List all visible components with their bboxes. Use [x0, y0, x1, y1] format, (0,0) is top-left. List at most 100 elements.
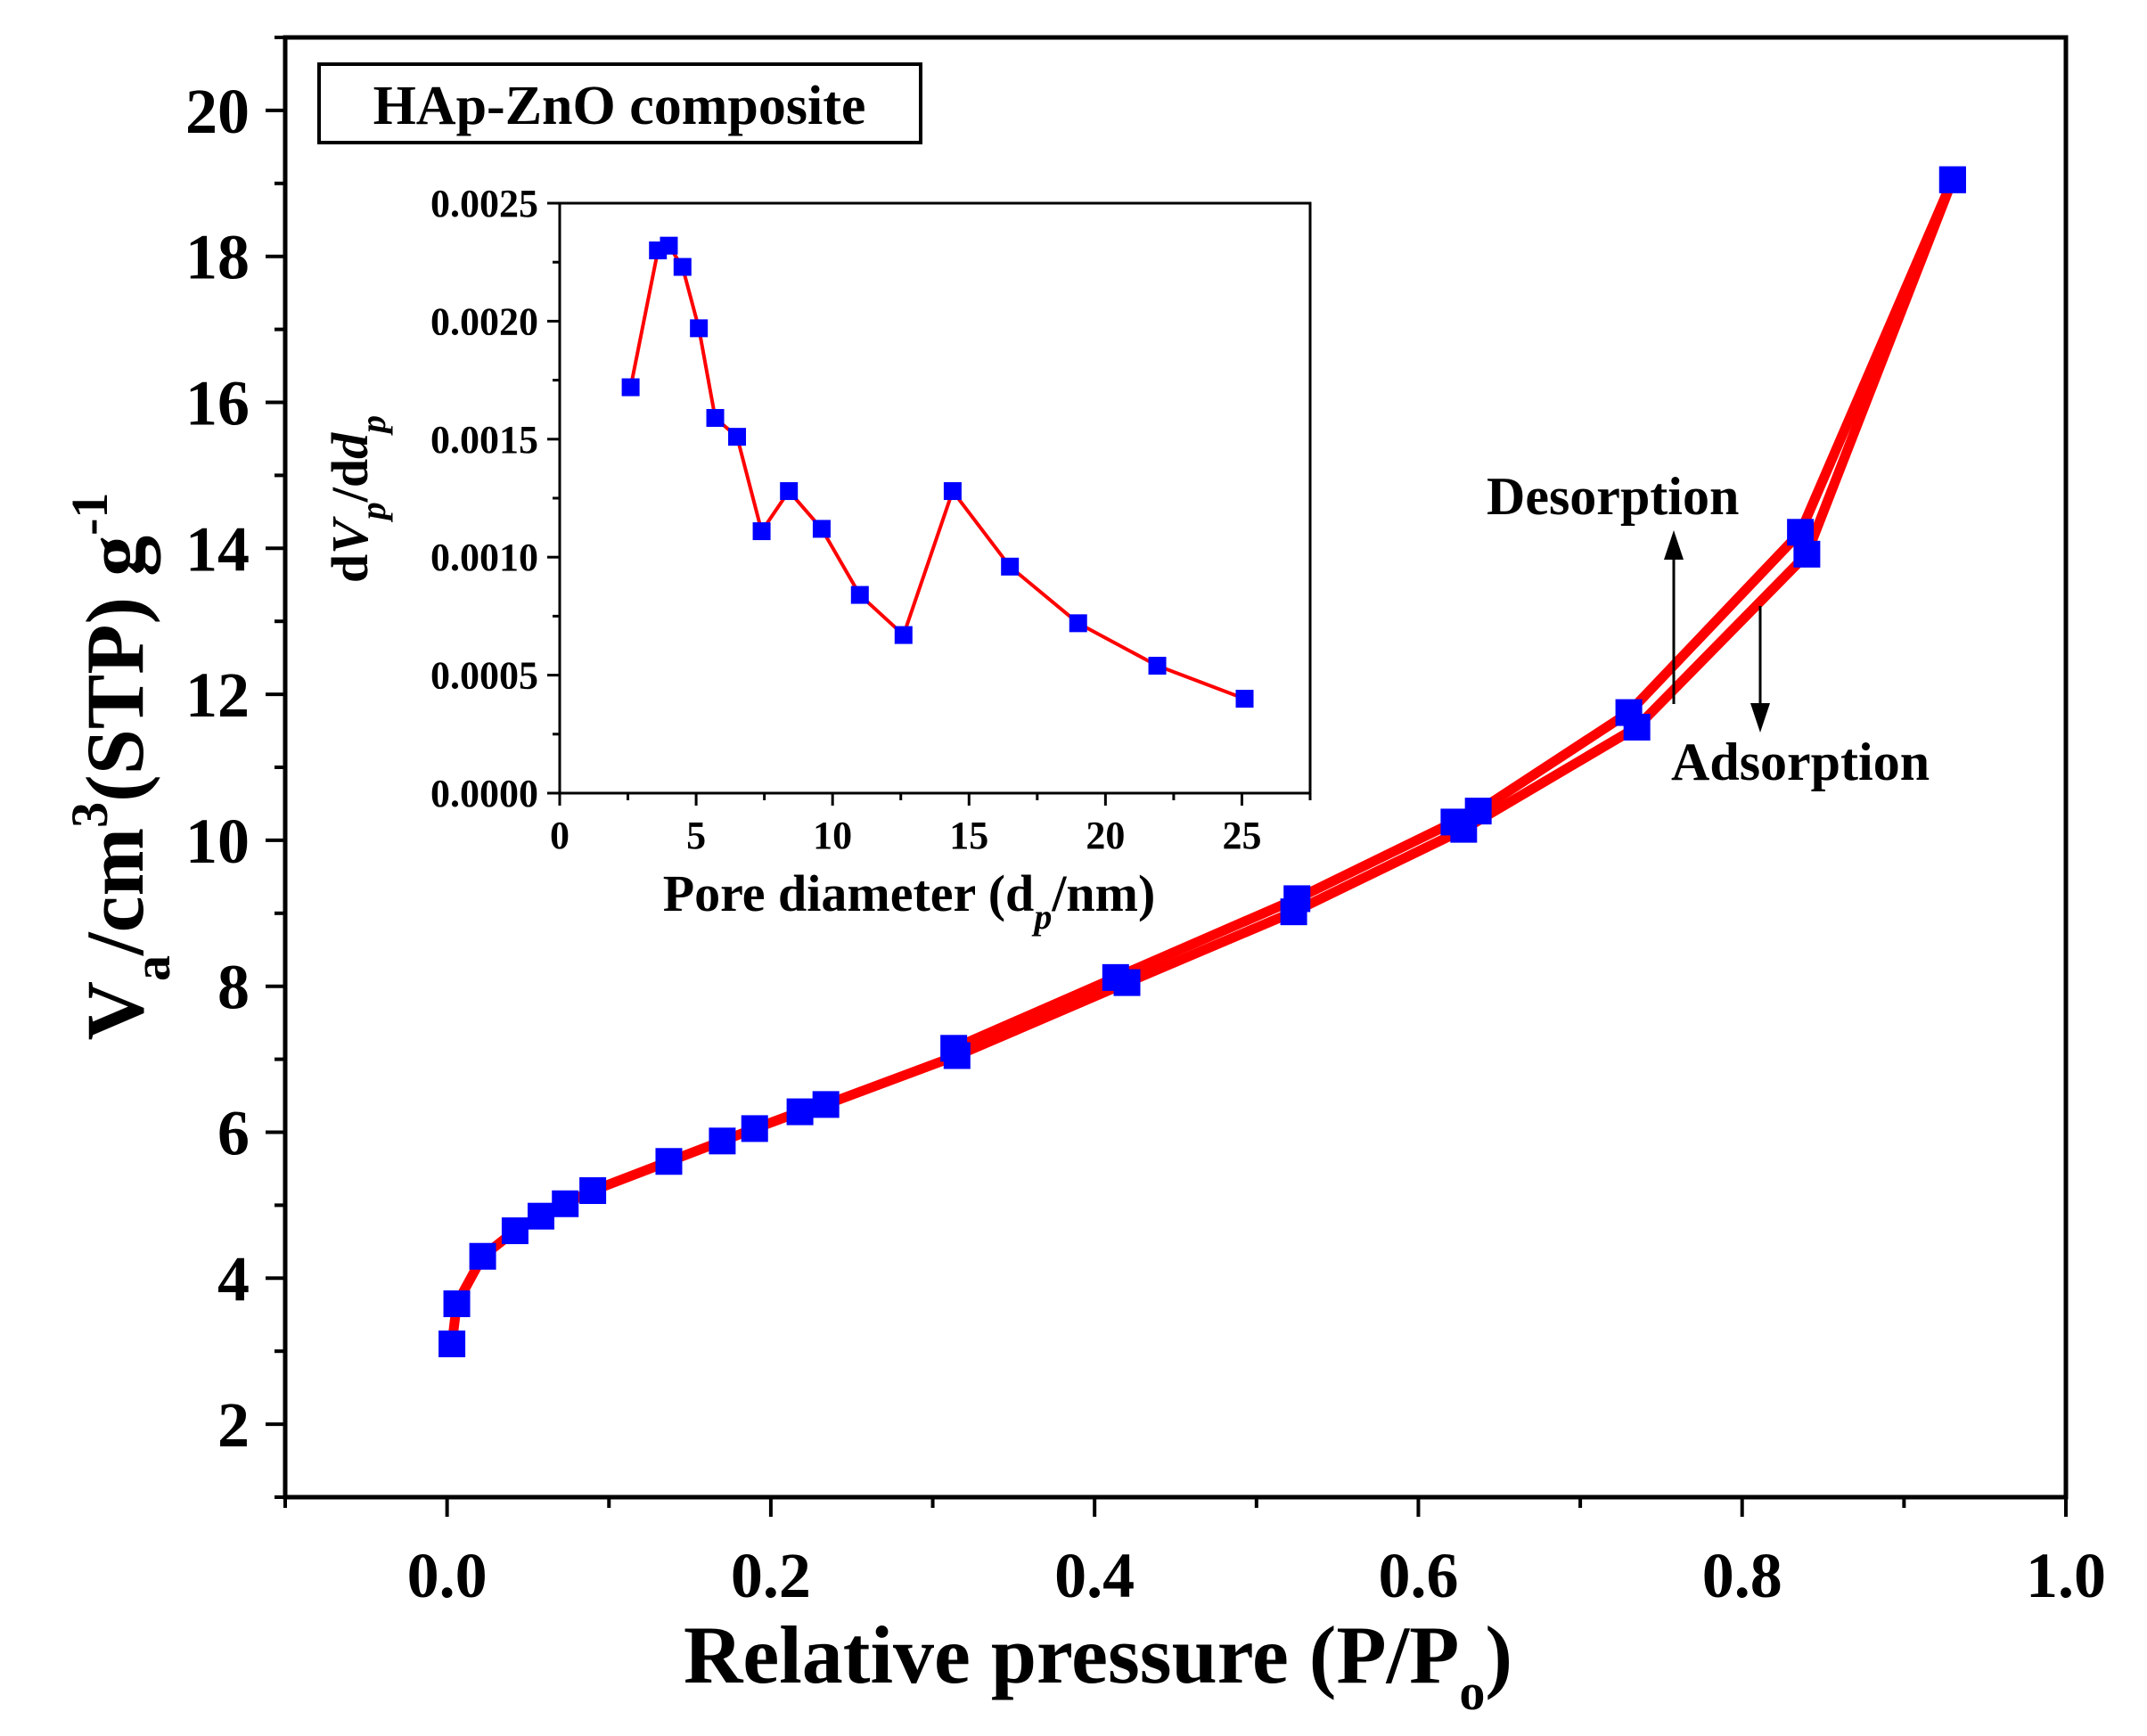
- inset-x-title-main: Pore diameter (d: [663, 864, 1035, 922]
- inset-y-title-v: V: [321, 516, 379, 554]
- main-x-tick-label: 0.6: [1378, 1540, 1458, 1611]
- inset-axes: 0 5 10 15 20 25 0.0000 0.0005 0.0010 0.0015 0.0020…: [430, 182, 1312, 857]
- inset-y-title-mid: /d: [321, 459, 379, 503]
- main-x-tick-label: 0.0: [407, 1540, 488, 1611]
- main-point-1-5: [1283, 885, 1311, 913]
- inset-x-tick-label: 15: [949, 814, 988, 857]
- main-y-tick-label: 14: [185, 513, 250, 585]
- main-point-0-9: [741, 1115, 768, 1142]
- annotations: Desorption Adsorption: [1487, 467, 1930, 791]
- main-point-0-5: [552, 1190, 579, 1217]
- main-y-title-v: V: [70, 981, 160, 1040]
- main-point-1-0: [1938, 166, 1966, 193]
- main-x-title-main: Relative pressure (P/P: [684, 1609, 1459, 1700]
- inset-point-15: [1148, 657, 1167, 676]
- inset-point-5: [706, 408, 725, 427]
- inset-point-7: [752, 522, 771, 541]
- main-y-axis-title: Va/cm3(STP) g-1: [61, 493, 181, 1041]
- main-x-title-close: ): [1485, 1609, 1512, 1700]
- main-y-tick-label: 16: [185, 368, 250, 439]
- main-x-tick-label: 0.2: [731, 1540, 811, 1611]
- main-series: [438, 166, 1966, 1358]
- legend-frame: [317, 62, 922, 144]
- inset-point-8: [780, 482, 799, 501]
- inset-series: [621, 236, 1254, 708]
- inset-point-16: [1235, 690, 1254, 708]
- main-y-tick-label: 20: [185, 76, 250, 147]
- inset-y-tick-label: 0.0005: [430, 654, 538, 698]
- inset-y-title-sub2: p: [353, 415, 393, 436]
- main-y-title-stp: (STP) g: [70, 536, 160, 802]
- main-point-0-11: [812, 1091, 840, 1118]
- main-point-0-0: [438, 1331, 466, 1358]
- main-y-title-sub-a: a: [123, 955, 181, 981]
- inset-plot-frame: [558, 201, 1312, 795]
- inset-y-title-d: d: [321, 554, 379, 583]
- main-point-1-4: [1440, 808, 1468, 836]
- main-point-0-10: [786, 1098, 814, 1126]
- main-x-tick-label: 1.0: [2026, 1540, 2106, 1611]
- main-point-0-1: [443, 1290, 471, 1317]
- main-y-tick-label: 12: [185, 659, 250, 731]
- inset-x-tick-label: 20: [1086, 814, 1125, 857]
- inset-x-tick-label: 10: [813, 814, 852, 857]
- inset-x-axis-title: Pore diameter (dp/nm): [663, 864, 1156, 937]
- adsorption-label: Adsorption: [1671, 733, 1930, 791]
- inset-y-tick-label: 0.0020: [430, 299, 538, 343]
- inset-y-tick-label: 0.0010: [430, 536, 538, 579]
- main-x-title-sub: o: [1459, 1663, 1485, 1721]
- inset-x-tick-label: 0: [550, 814, 570, 857]
- main-y-tick-label: 4: [217, 1243, 250, 1314]
- main-y-tick-label: 8: [217, 952, 250, 1023]
- inset-point-13: [1001, 557, 1020, 576]
- inset-y-tick-label: 0.0025: [430, 182, 538, 225]
- main-point-1-2: [1615, 699, 1643, 726]
- inset-y-axis-title: dVp/ddp: [321, 415, 393, 583]
- main-y-tick-label: 2: [217, 1389, 250, 1461]
- main-y-tick-label: 10: [185, 806, 250, 877]
- main-y-tick-label: 6: [217, 1098, 250, 1169]
- inset-point-6: [728, 428, 747, 446]
- main-y-title-neg: -1: [61, 493, 119, 536]
- inset-x-title-sub: p: [1031, 897, 1052, 937]
- inset-y-title-sub1: p: [353, 502, 393, 522]
- main-x-tick-label: 0.4: [1054, 1540, 1135, 1611]
- main-axes: 0.0 0.2 0.4 0.6 0.8 1.0 2 4 6 8 10 12 14 16 18 20: [185, 36, 2106, 1611]
- inset-y-title-d2: d: [321, 432, 379, 459]
- inset-x-title-close: /nm): [1051, 864, 1155, 922]
- main-y-tick-label: 18: [185, 222, 250, 293]
- inset-y-tick-label: 0.0000: [430, 772, 538, 815]
- inset-point-4: [690, 319, 709, 338]
- main-point-1-3: [1464, 798, 1492, 825]
- desorption-arrow-head: [1664, 530, 1684, 560]
- main-point-0-4: [527, 1202, 554, 1230]
- main-x-axis-title: Relative pressure (P/Po): [684, 1609, 1512, 1721]
- inset-point-3: [673, 258, 692, 276]
- main-point-1-1: [1787, 519, 1815, 546]
- legend-box: HAp-ZnO composite: [317, 62, 922, 144]
- inset-point-11: [894, 626, 913, 644]
- main-point-0-2: [469, 1242, 496, 1270]
- inset-point-2: [660, 236, 678, 255]
- main-point-0-8: [709, 1127, 736, 1155]
- inset-point-10: [850, 585, 869, 604]
- main-y-title-unit: /cm: [70, 828, 160, 956]
- inset-x-tick-label: 5: [686, 814, 706, 857]
- main-point-1-7: [940, 1035, 968, 1062]
- inset-point-12: [943, 482, 962, 501]
- adsorption-arrow-head: [1750, 703, 1770, 733]
- main-point-0-3: [501, 1217, 529, 1245]
- desorption-label: Desorption: [1487, 467, 1739, 526]
- inset-point-0: [621, 378, 640, 397]
- main-y-title-exp: 3: [61, 802, 119, 828]
- main-x-tick-label: 0.8: [1702, 1540, 1782, 1611]
- inset-point-9: [812, 520, 831, 538]
- main-point-0-6: [579, 1177, 607, 1205]
- chart-title: HAp-ZnO composite: [373, 76, 866, 136]
- inset-x-tick-label: 25: [1222, 814, 1261, 857]
- main-point-0-7: [655, 1148, 683, 1175]
- inset-y-tick-label: 0.0015: [430, 418, 538, 462]
- main-point-1-6: [1102, 963, 1129, 991]
- inset-point-14: [1069, 614, 1087, 633]
